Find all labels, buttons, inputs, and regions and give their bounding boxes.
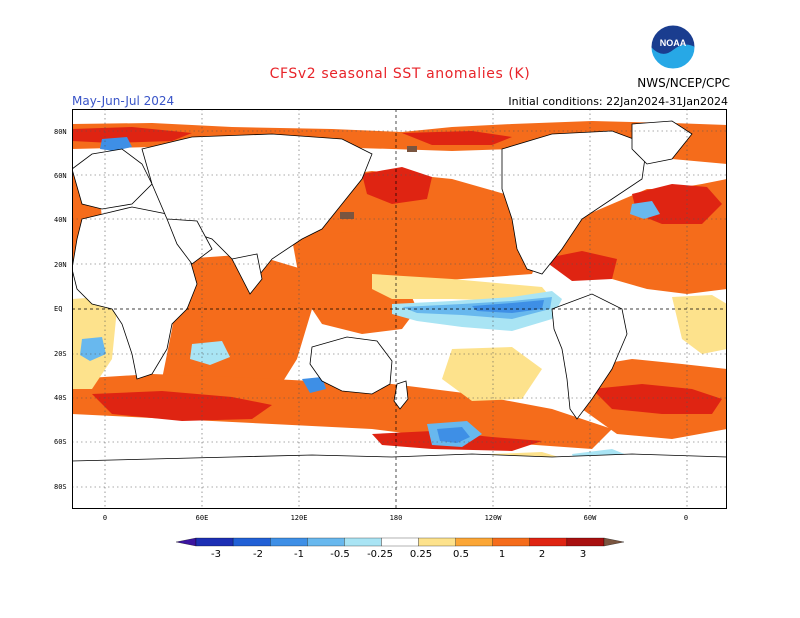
- lon-label-180: 180: [389, 514, 403, 522]
- arabia: [166, 218, 213, 265]
- colorbar-swatch: [455, 537, 493, 547]
- colorbar-label-neg3: -3: [211, 549, 221, 560]
- colorbar-label-pos025: 0.25: [409, 549, 433, 560]
- colorbar-swatch: [232, 537, 271, 547]
- lat-label-80s: 80S: [54, 483, 67, 491]
- colorbar-swatch: [492, 537, 530, 547]
- agency-label: NWS/NCEP/CPC: [637, 76, 730, 90]
- south-america: [551, 293, 628, 420]
- colorbar-swatch: [344, 537, 382, 547]
- colorbar-swatch: [418, 537, 456, 547]
- continents: [72, 120, 727, 509]
- lon-label-60e: 60E: [195, 514, 209, 522]
- colorbar-label-pos1: 1: [498, 549, 506, 560]
- greenland: [631, 120, 693, 165]
- lat-label-20n: 20N: [54, 261, 67, 269]
- lon-label-60w: 60W: [583, 514, 597, 522]
- colorbar-swatch: [381, 537, 419, 547]
- colorbar-label-pos3: 3: [579, 549, 587, 560]
- map-title: CFSv2 seasonal SST anomalies (K): [269, 66, 531, 82]
- colorbar-swatch: [195, 537, 234, 547]
- lat-label-80n: 80N: [54, 128, 67, 136]
- colorbar: [176, 537, 624, 547]
- lat-label-eq: EQ: [54, 305, 63, 313]
- reference-lines: [72, 109, 727, 509]
- lon-label-120e: 120E: [290, 514, 308, 522]
- sst-anomaly-map: [72, 109, 727, 509]
- lat-label-20s: 20S: [54, 350, 67, 358]
- strong-warm-cores: [72, 127, 722, 451]
- colorbar-label-neg2: -2: [253, 549, 263, 560]
- noaa-logo: NOAA: [650, 24, 696, 70]
- colorbar-swatch: [529, 537, 568, 547]
- new-zealand: [393, 380, 409, 410]
- lat-label-40n: 40N: [54, 216, 67, 224]
- lon-label-0-east: 0: [683, 514, 689, 522]
- north-america: [501, 130, 648, 275]
- colorbar-label-neg1: -1: [294, 549, 304, 560]
- initial-conditions-label: Initial conditions: 22Jan2024-31Jan2024: [508, 95, 728, 108]
- colorbar-label-neg025: -0.25: [367, 549, 393, 560]
- map-frame: [72, 109, 727, 509]
- lat-label-40s: 40S: [54, 394, 67, 402]
- colorbar-label-pos05: 0.5: [453, 549, 469, 560]
- colorbar-swatch: [566, 537, 605, 547]
- lat-label-60s: 60S: [54, 438, 67, 446]
- australia: [309, 336, 393, 395]
- noaa-logo-text: NOAA: [660, 38, 687, 48]
- lon-label-120w: 120W: [484, 514, 502, 522]
- colorbar-swatch: [270, 537, 308, 547]
- lat-label-60n: 60N: [54, 172, 67, 180]
- grid-lines: [72, 109, 727, 509]
- lon-label-0-west: 0: [102, 514, 108, 522]
- colorbar-label-pos2: 2: [538, 549, 546, 560]
- antarctica: [72, 453, 727, 509]
- colorbar-swatch: [307, 537, 345, 547]
- season-label: May-Jun-Jul 2024: [72, 94, 175, 108]
- colorbar-swatch: [603, 537, 624, 547]
- colorbar-label-neg05: -0.5: [330, 549, 350, 560]
- colorbar-swatches: [176, 537, 624, 547]
- colorbar-swatch: [176, 537, 197, 547]
